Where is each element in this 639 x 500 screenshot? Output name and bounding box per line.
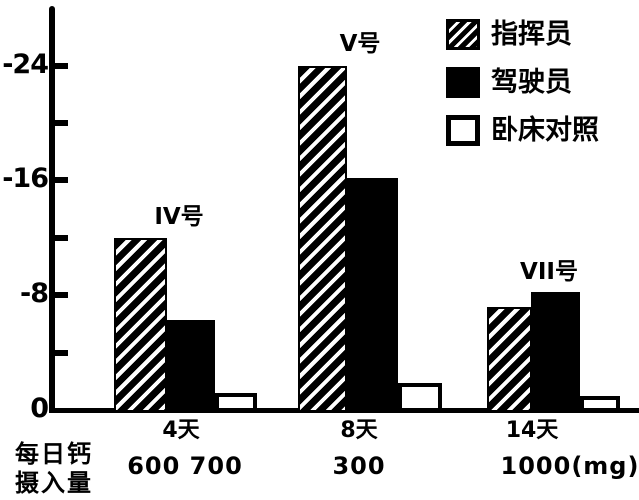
x-intake-label-3: 1000(mg) (500, 452, 639, 480)
bar-commander-iv号 (114, 238, 167, 412)
x-day-label-3: 14天 (505, 418, 559, 443)
y-tick-4 (55, 349, 68, 356)
open-swatch-icon (446, 115, 480, 146)
legend-label-driver: 驾驶员 (491, 67, 572, 98)
bar-bedrest-control-iv号 (215, 393, 257, 412)
y-tick-20 (55, 120, 68, 126)
y-tick-label-24: -24 (2, 48, 49, 80)
bar-commander-v号 (298, 66, 347, 412)
y-tick-label-8: -8 (20, 278, 49, 310)
legend-item-driver: 驾驶员 (446, 66, 572, 99)
x-day-label-1: 4天 (162, 418, 200, 443)
y-tick-label-0: 0 (30, 393, 49, 424)
y-tick-label-16: -16 (2, 163, 49, 195)
group-label-v号: V号 (339, 31, 381, 57)
legend-label-bedrest-control: 卧床对照 (491, 115, 599, 146)
solid-swatch-icon (446, 67, 480, 98)
legend-label-commander: 指挥员 (491, 19, 572, 50)
legend-item-bedrest-control: 卧床对照 (446, 114, 599, 147)
legend-item-commander: 指挥员 (446, 18, 572, 51)
x-axis-caption-line1: 每日钙 (15, 440, 93, 468)
y-axis-line (49, 6, 55, 413)
x-axis-caption-line2: 摄入量 (15, 469, 93, 497)
bar-bedrest-control-vii号 (580, 396, 620, 412)
group-label-vii号: VII号 (520, 259, 578, 285)
x-day-label-2: 8天 (340, 418, 378, 443)
y-tick-8 (55, 292, 68, 299)
y-tick-16 (55, 177, 68, 184)
bar-commander-vii号 (487, 307, 532, 412)
x-axis-caption: 每日钙 摄入量 (15, 440, 93, 498)
group-label-iv号: IV号 (154, 204, 204, 230)
bar-driver-vii号 (531, 292, 580, 412)
y-tick-12 (55, 234, 68, 241)
y-tick-24 (55, 62, 68, 69)
bar-bedrest-control-v号 (398, 383, 442, 412)
hatched-swatch-icon (446, 19, 480, 50)
bar-driver-iv号 (166, 320, 215, 412)
x-intake-label-2: 300 (332, 452, 386, 480)
bar-driver-v号 (347, 178, 398, 412)
x-intake-label-1: 600 700 (127, 452, 243, 480)
